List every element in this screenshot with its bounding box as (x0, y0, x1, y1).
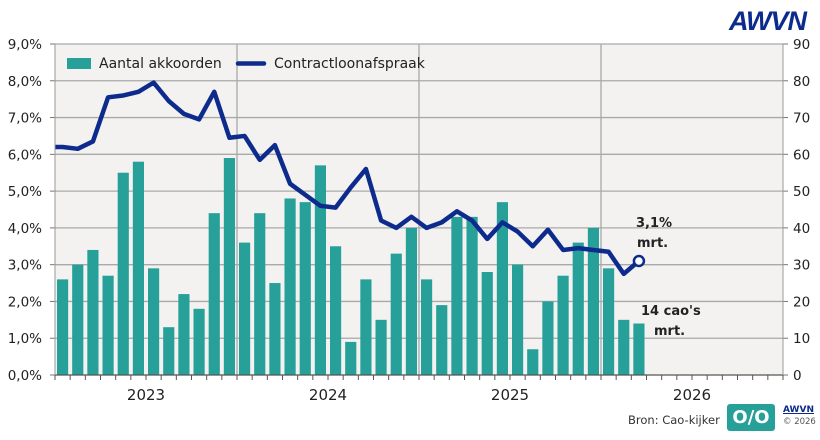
left-tick-label: 3,0% (8, 258, 42, 274)
bar (587, 227, 599, 375)
bar (87, 249, 99, 375)
footer-brand: AWVN (783, 405, 814, 415)
bar (466, 216, 478, 375)
legend-label-bars: Aantal akkoorden (99, 56, 222, 72)
bar (542, 301, 554, 375)
right-tick-label: 20 (793, 294, 810, 310)
year-label: 2023 (127, 386, 165, 404)
annotation-bar-value: 14 cao's (641, 304, 701, 319)
legend: Aantal akkoorden Contractloonafspraak (67, 56, 426, 72)
right-tick-label: 10 (793, 331, 810, 347)
bar (208, 213, 220, 375)
bar (618, 319, 630, 375)
bar (481, 272, 493, 375)
copyright: © 2026 (783, 417, 816, 427)
year-label: 2024 (309, 386, 347, 404)
bar (421, 279, 433, 375)
bar (72, 264, 84, 375)
contractloon-line (55, 80, 641, 277)
bar (314, 165, 326, 375)
right-tick-label: 70 (793, 111, 810, 127)
right-tick-label: 30 (793, 258, 810, 274)
bar (269, 283, 281, 375)
bar (223, 158, 235, 375)
legend-bar-swatch (67, 58, 91, 69)
right-tick-label: 40 (793, 221, 810, 237)
last-line-point (632, 254, 646, 268)
bar (603, 268, 615, 375)
left-tick-label: 7,0% (8, 111, 42, 127)
awvn-logo: AWVN (729, 6, 807, 36)
bar (163, 327, 175, 375)
right-tick-label: 60 (793, 147, 810, 163)
bar (299, 202, 311, 375)
bar (102, 275, 114, 375)
bar (436, 305, 448, 375)
left-tick-label: 1,0% (8, 331, 42, 347)
legend-label-line: Contractloonafspraak (274, 56, 426, 72)
bar (132, 161, 144, 375)
left-tick-label: 5,0% (8, 184, 42, 200)
right-tick-label: 80 (793, 74, 810, 90)
left-tick-label: 9,0% (8, 37, 42, 53)
bar (254, 213, 266, 375)
bar (527, 349, 539, 375)
year-label: 2026 (673, 386, 711, 404)
left-tick-label: 2,0% (8, 294, 42, 310)
bar (405, 227, 417, 375)
bar (148, 268, 160, 375)
source-note: Bron: Cao-kijker (628, 413, 720, 427)
right-tick-label: 0 (793, 368, 802, 384)
bar (512, 264, 524, 375)
bar (557, 275, 569, 375)
annotation-bar-month: mrt. (654, 324, 685, 339)
bar (284, 198, 296, 375)
cao-kijker-logo: O/O (727, 404, 775, 431)
bar (451, 216, 463, 375)
left-tick-label: 4,0% (8, 221, 42, 237)
bar (390, 253, 402, 375)
bar (117, 172, 129, 375)
bar (633, 323, 645, 375)
left-tick-label: 0,0% (8, 368, 42, 384)
right-tick-label: 50 (793, 184, 810, 200)
annotation-line-month: mrt. (637, 236, 668, 251)
annotation-line-value: 3,1% (636, 216, 672, 231)
bar (572, 242, 584, 375)
bar (345, 341, 357, 375)
bar (375, 319, 387, 375)
bar (360, 279, 372, 375)
left-tick-label: 6,0% (8, 147, 42, 163)
bar (496, 202, 508, 375)
bar (178, 294, 190, 375)
right-tick-label: 90 (793, 37, 810, 53)
left-tick-label: 8,0% (8, 74, 42, 90)
year-label: 2025 (491, 386, 529, 404)
bar (57, 279, 69, 375)
bar (330, 246, 342, 375)
bar (239, 242, 251, 375)
bar (193, 308, 205, 375)
